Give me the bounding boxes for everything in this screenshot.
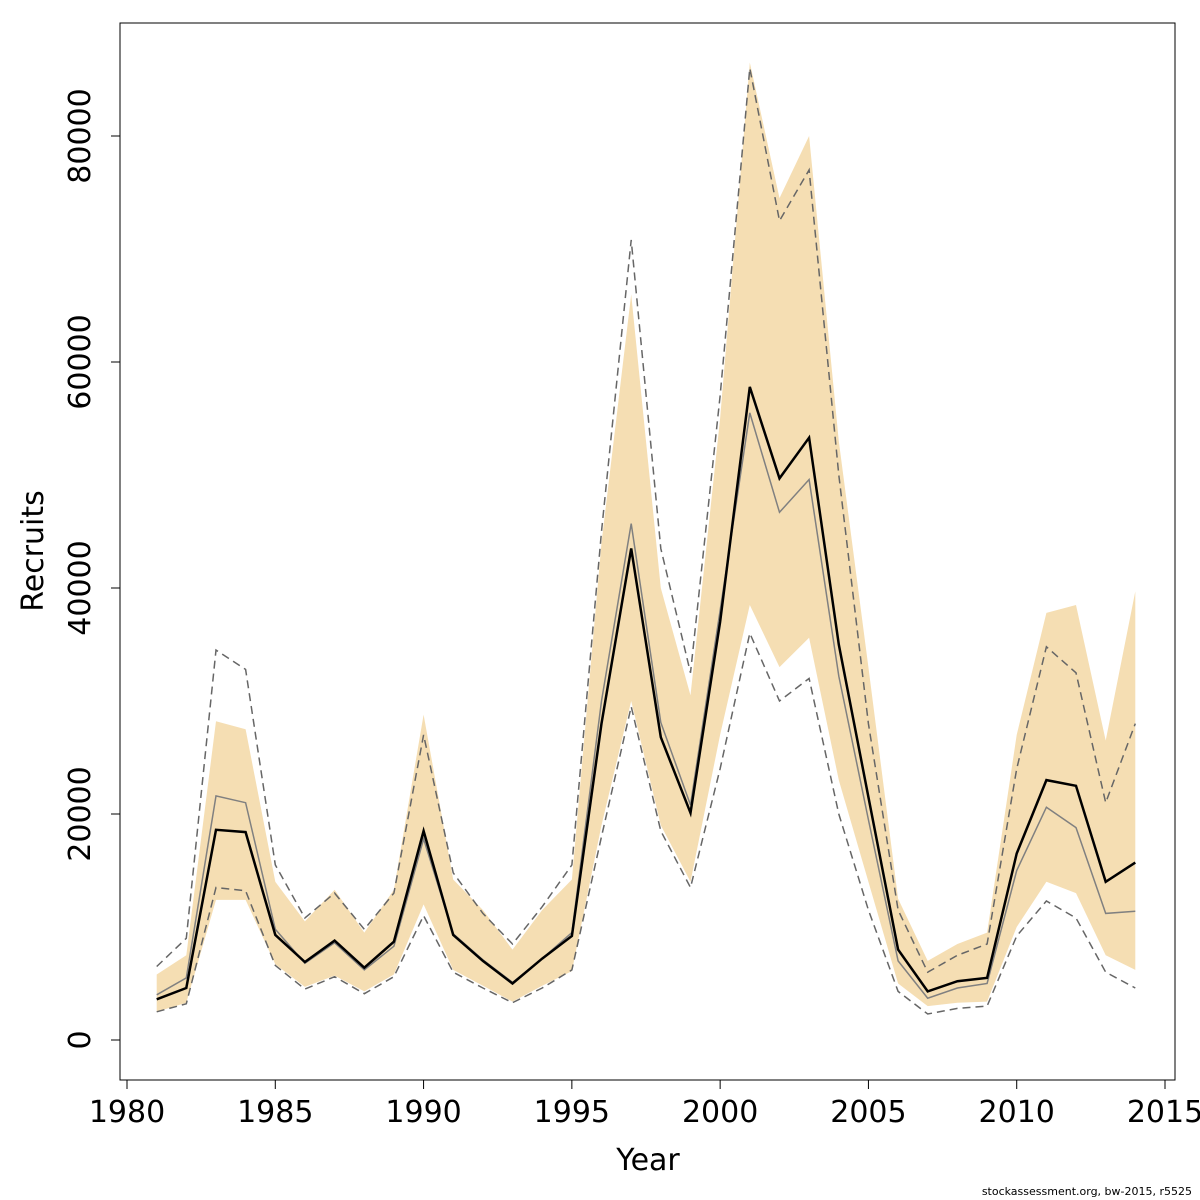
x-axis-title: Year (615, 1143, 680, 1178)
x-tick-label: 2005 (830, 1095, 906, 1130)
y-tick-label: 80000 (63, 88, 98, 183)
x-tick-label: 1990 (385, 1095, 461, 1130)
x-tick-label: 1985 (237, 1095, 313, 1130)
upper-dashed-line (156, 68, 1137, 974)
base-estimate-line (156, 386, 1136, 1001)
x-tick-label: 2000 (682, 1095, 758, 1130)
y-tick-label: 20000 (63, 766, 98, 861)
x-tick-label: 2015 (1127, 1095, 1200, 1130)
x-tick-label: 1980 (89, 1095, 165, 1130)
x-tick-label: 1995 (534, 1095, 610, 1130)
y-tick-label: 60000 (63, 314, 98, 409)
footnote: stockassessment.org, bw-2015, r5525 (982, 1185, 1192, 1198)
confidence-band (156, 62, 1136, 1012)
y-axis-title: Recruits (16, 490, 51, 612)
y-axis: 0 20000 40000 60000 80000 (63, 88, 121, 1050)
lower-dashed-line (156, 630, 1136, 1015)
y-tick-label: 40000 (63, 540, 98, 635)
alternative-estimate-line (156, 412, 1136, 1000)
x-tick-label: 2010 (979, 1095, 1055, 1130)
x-axis: 1980 1985 1990 1995 2000 2005 2010 2015 (89, 1079, 1200, 1130)
y-tick-label: 0 (63, 1030, 98, 1049)
